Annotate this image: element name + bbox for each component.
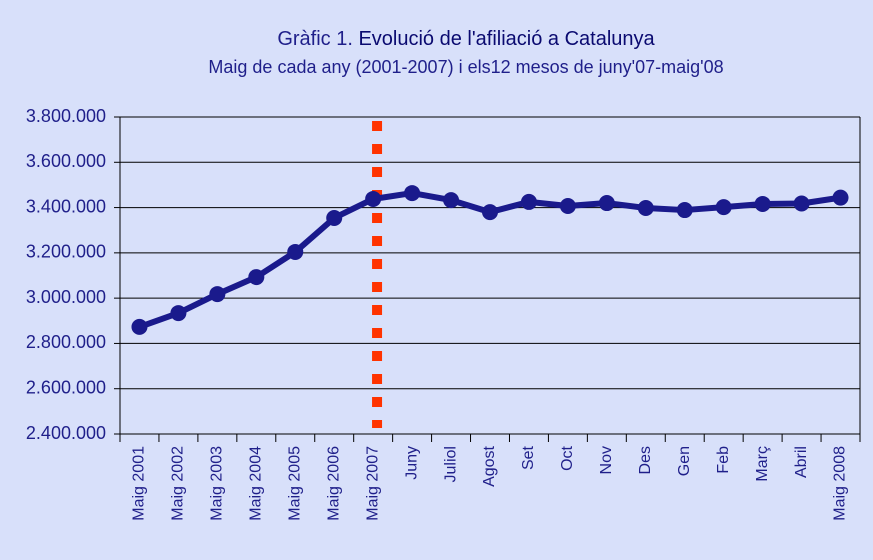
point <box>170 305 187 322</box>
x-tick-label: Juny <box>403 446 420 480</box>
x-tick-label: Maig 2003 <box>209 446 226 521</box>
point <box>832 189 849 206</box>
point <box>209 286 226 303</box>
x-tick-label: Maig 2002 <box>170 446 187 521</box>
title-text: Evolució de l'afiliació a Catalunya <box>358 28 655 50</box>
y-tick-label: 2.600.000 <box>26 377 106 397</box>
point <box>443 192 460 209</box>
chart-title: Gràfic 1. Evolució de l'afiliació a Cata… <box>277 28 655 50</box>
x-tick-label: Març <box>754 446 771 482</box>
x-tick-label: Juliol <box>442 446 459 482</box>
point <box>287 243 304 260</box>
point <box>715 199 732 216</box>
x-tick-label: Maig 2008 <box>832 446 849 521</box>
x-tick-label: Maig 2006 <box>325 446 342 521</box>
point <box>404 185 421 202</box>
y-tick-label: 3.200.000 <box>26 242 106 262</box>
y-tick-label: 3.000.000 <box>26 287 106 307</box>
x-tick-label: Maig 2001 <box>131 446 148 521</box>
x-tick-label: Abril <box>793 446 810 478</box>
x-tick-label: Agost <box>481 445 498 486</box>
point <box>248 269 265 286</box>
point <box>131 318 148 335</box>
point <box>598 195 615 212</box>
x-tick-label: Gen <box>676 446 693 476</box>
point <box>326 209 343 226</box>
y-tick-label: 2.400.000 <box>26 423 106 443</box>
point <box>559 197 576 214</box>
point <box>520 193 537 210</box>
y-tick-label: 3.800.000 <box>26 106 106 126</box>
point <box>754 195 771 212</box>
x-tick-label: Oct <box>559 445 576 470</box>
x-tick-label: Maig 2004 <box>248 446 265 521</box>
x-tick-label: Nov <box>598 446 615 474</box>
x-tick-label: Feb <box>715 446 732 474</box>
x-tick-label: Maig 2007 <box>364 446 381 521</box>
point <box>793 195 810 212</box>
point <box>365 190 382 207</box>
y-tick-label: 3.400.000 <box>26 196 106 216</box>
point <box>676 202 693 219</box>
chart-subtitle: Maig de cada any (2001-2007) i els12 mes… <box>208 57 723 77</box>
point <box>637 200 654 217</box>
y-tick-label: 2.800.000 <box>26 332 106 352</box>
point <box>482 204 498 221</box>
x-tick-label: Set <box>520 445 537 470</box>
x-tick-label: Maig 2005 <box>286 446 303 521</box>
y-tick-label: 3.600.000 <box>26 151 106 171</box>
title-prefix: Gràfic 1. <box>277 28 353 50</box>
x-tick-label: Des <box>637 446 654 474</box>
